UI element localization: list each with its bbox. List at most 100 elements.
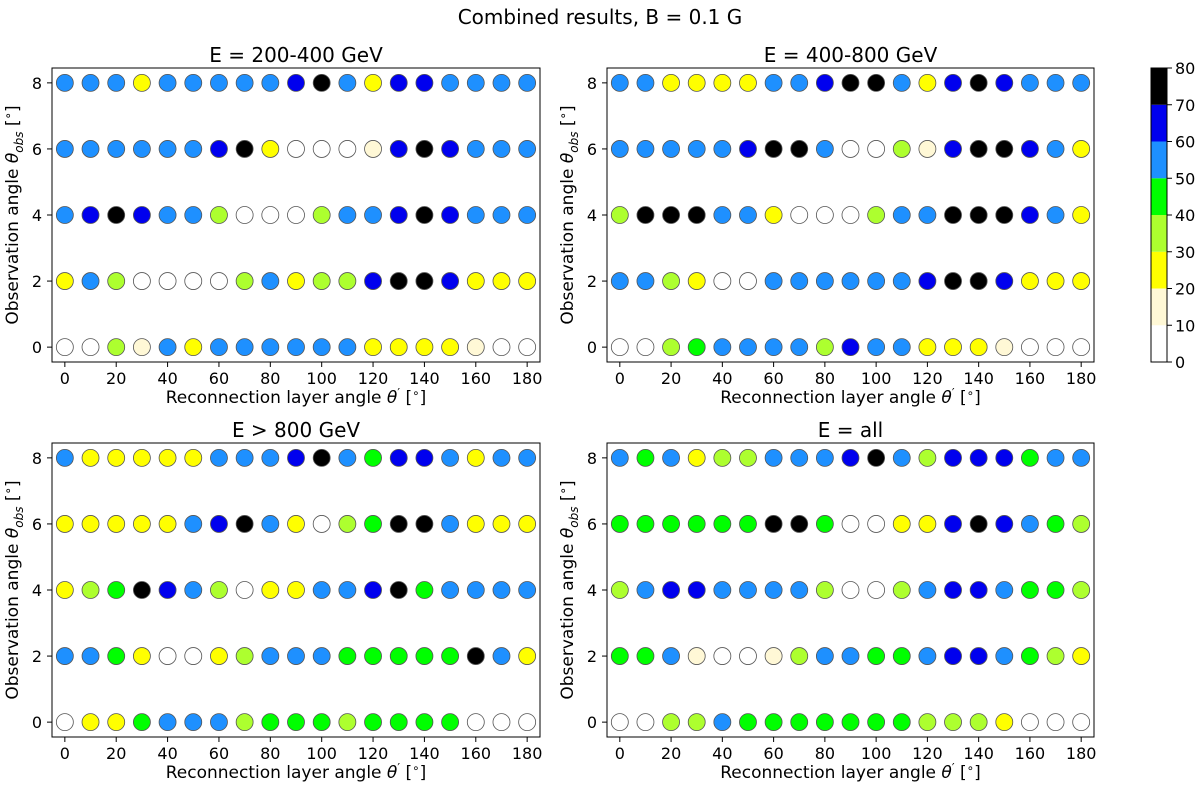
data-point <box>55 272 74 290</box>
data-point <box>1046 448 1065 467</box>
data-point <box>518 338 537 357</box>
y-tick-label: 0 <box>32 338 42 357</box>
data-point <box>287 73 305 92</box>
data-point <box>81 206 100 224</box>
data-point <box>764 272 783 290</box>
data-point <box>610 581 629 599</box>
data-point <box>441 581 460 599</box>
data-point <box>1046 272 1065 290</box>
data-point <box>287 206 305 224</box>
data-point <box>184 515 203 533</box>
data-point <box>81 338 100 357</box>
data-point <box>995 448 1014 467</box>
x-tick-label: 80 <box>815 744 835 763</box>
data-point <box>995 713 1014 732</box>
data-point <box>739 338 757 357</box>
y-tick-label: 8 <box>587 74 597 93</box>
colorbar-segment <box>1151 68 1167 105</box>
data-point <box>389 338 408 357</box>
y-tick-label: 6 <box>587 140 597 159</box>
data-point <box>944 515 962 533</box>
data-point <box>364 272 382 290</box>
data-point <box>764 448 783 467</box>
data-point <box>918 448 937 467</box>
x-tick-label: 120 <box>358 744 389 763</box>
figure-suptitle: Combined results, B = 0.1 G <box>458 5 743 29</box>
data-point <box>687 581 706 599</box>
data-point <box>764 647 783 665</box>
data-point <box>944 338 962 357</box>
data-point <box>764 73 783 92</box>
data-point <box>815 338 834 357</box>
y-axis-label: Observation angle θobs [∘] <box>556 480 581 699</box>
data-point <box>261 272 280 290</box>
x-tick-label: 160 <box>461 369 492 388</box>
y-tick-label: 0 <box>587 713 597 732</box>
data-point <box>1072 338 1091 357</box>
data-point <box>790 73 809 92</box>
y-tick-label: 6 <box>587 515 597 534</box>
colorbar-tick-label: 40 <box>1175 206 1195 225</box>
data-point <box>466 140 485 158</box>
data-point <box>867 448 886 467</box>
data-point <box>610 515 629 533</box>
data-point <box>210 206 228 224</box>
data-point <box>492 140 511 158</box>
x-tick-label: 80 <box>260 744 280 763</box>
data-point <box>492 647 511 665</box>
data-point <box>338 338 357 357</box>
data-point <box>892 448 911 467</box>
data-point <box>466 647 485 665</box>
data-point <box>261 73 280 92</box>
colorbar: 0 10 20 30 40 50 60 70 80 <box>1150 59 1195 372</box>
x-tick-label: 80 <box>815 369 835 388</box>
data-point <box>55 515 74 533</box>
data-point <box>892 272 911 290</box>
x-tick-label: 100 <box>861 744 892 763</box>
data-point <box>312 713 331 732</box>
data-point <box>739 515 757 533</box>
data-point <box>764 140 783 158</box>
colorbar-tick-label: 80 <box>1175 59 1195 78</box>
colorbar-segment <box>1151 215 1167 252</box>
x-tick-label: 20 <box>661 744 681 763</box>
data-point <box>815 515 834 533</box>
data-point <box>918 73 937 92</box>
data-point <box>55 647 74 665</box>
x-axis-label: Reconnection layer angle θ′ [∘] <box>720 761 981 783</box>
data-point <box>662 73 680 92</box>
data-point <box>995 338 1014 357</box>
x-tick-label: 60 <box>763 744 783 763</box>
data-point <box>636 206 655 224</box>
data-point <box>466 338 485 357</box>
data-point <box>132 713 151 732</box>
data-point <box>466 581 485 599</box>
data-point <box>492 73 511 92</box>
data-point <box>713 73 732 92</box>
data-point <box>441 515 460 533</box>
data-point <box>492 206 511 224</box>
data-point <box>261 581 280 599</box>
x-tick-label: 20 <box>661 369 681 388</box>
data-point <box>739 272 757 290</box>
data-point <box>739 448 757 467</box>
data-point <box>969 713 988 732</box>
data-point <box>338 713 357 732</box>
data-point <box>81 581 100 599</box>
data-point <box>995 272 1014 290</box>
data-point <box>210 140 228 158</box>
data-point <box>815 647 834 665</box>
data-point <box>1021 647 1039 665</box>
data-point <box>389 713 408 732</box>
data-point <box>944 140 962 158</box>
data-point <box>389 206 408 224</box>
data-point <box>389 140 408 158</box>
data-point <box>107 647 126 665</box>
data-point <box>995 73 1014 92</box>
data-point <box>1072 515 1091 533</box>
data-point <box>918 140 937 158</box>
data-point <box>662 272 680 290</box>
data-point <box>466 515 485 533</box>
data-point <box>184 713 203 732</box>
data-point <box>867 338 886 357</box>
